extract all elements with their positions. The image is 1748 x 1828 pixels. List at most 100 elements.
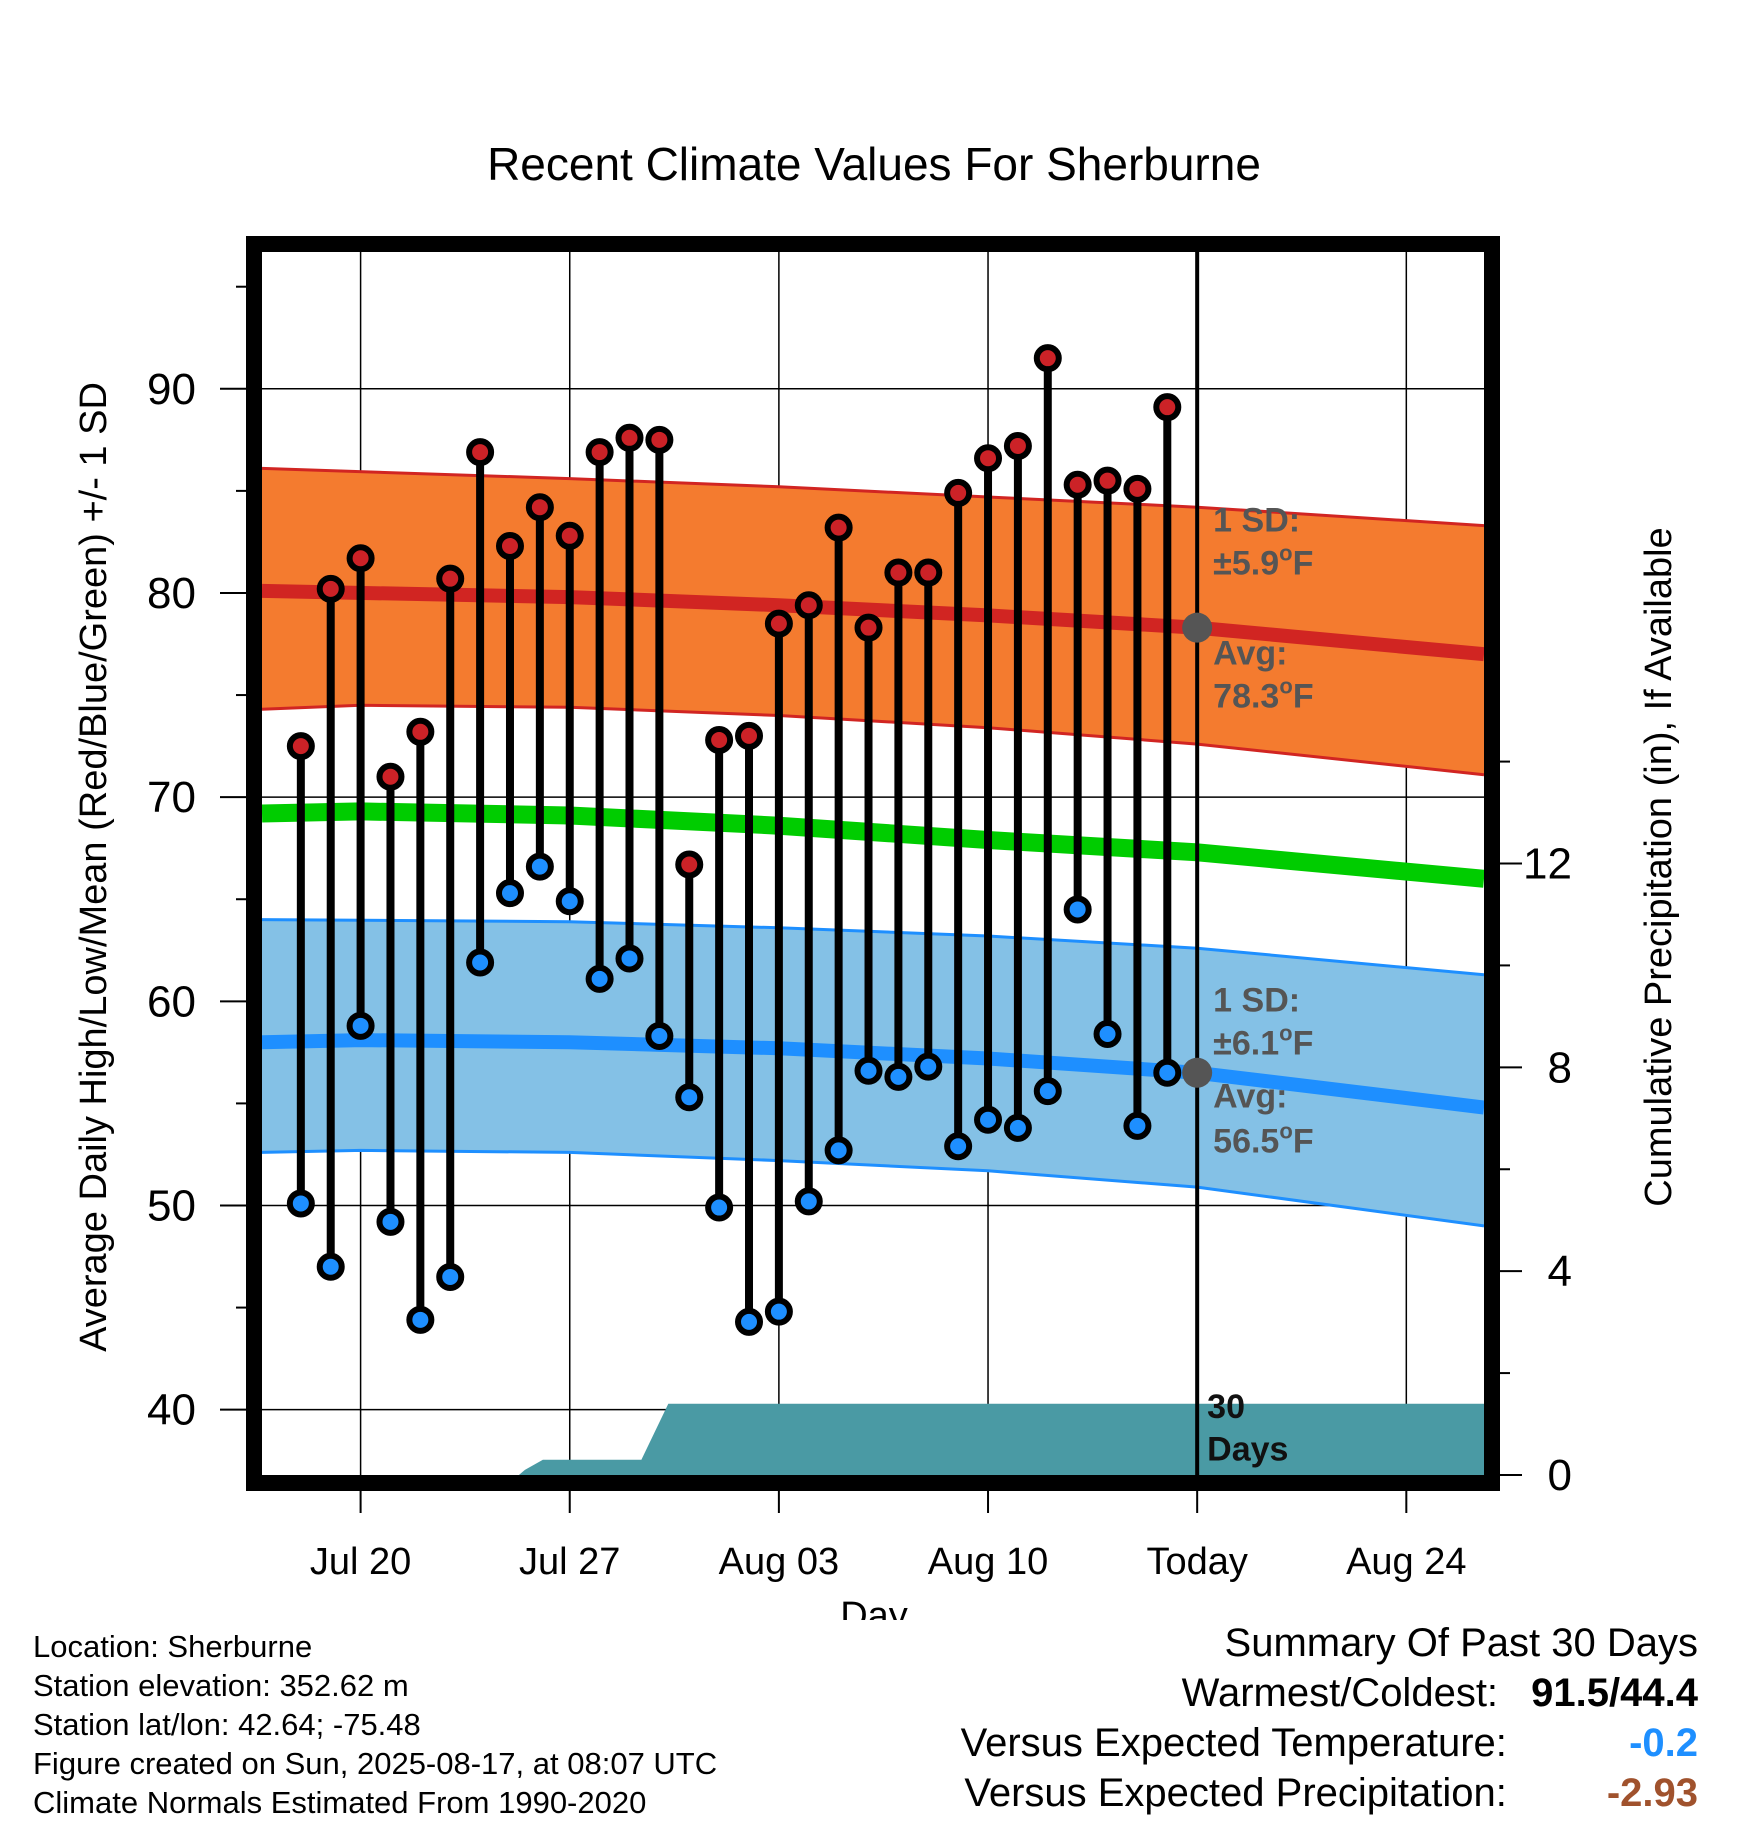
daily-high-point — [406, 717, 435, 746]
daily-high-point — [286, 732, 315, 761]
daily-low-point — [406, 1305, 435, 1334]
daily-low-point — [286, 1189, 315, 1218]
summary-title: Summary Of Past 30 Days — [1224, 1621, 1698, 1665]
summary-temperature: Versus Expected Temperature: -0.2 — [961, 1718, 1698, 1768]
y-tick-label: 80 — [147, 569, 196, 618]
x-tick-label: Aug 10 — [928, 1541, 1048, 1583]
x-axis-label: Day — [840, 1595, 908, 1620]
daily-high-point — [436, 564, 465, 593]
daily-high-point — [555, 521, 584, 550]
daily-low-point — [585, 964, 614, 993]
daily-high-point — [914, 558, 943, 587]
daily-high-point — [705, 725, 734, 754]
high-sd-value: ±5.9oF — [1213, 541, 1313, 583]
daily-low-point — [974, 1105, 1003, 1134]
y-axis-label: Average Daily High/Low/Mean (Red/Blue/Gr… — [73, 382, 115, 1352]
daily-high-point — [764, 609, 793, 638]
daily-high-point — [495, 532, 524, 561]
daily-low-point — [914, 1052, 943, 1081]
daily-high-point — [1153, 393, 1182, 422]
daily-low-point — [705, 1193, 734, 1222]
x-tick-label: Aug 24 — [1346, 1541, 1466, 1583]
daily-high-point — [1063, 470, 1092, 499]
daily-low-point — [884, 1062, 913, 1091]
high-avg-today-dot — [1182, 612, 1213, 643]
high-avg-value: 78.3oF — [1213, 673, 1313, 715]
daily-high-point — [615, 423, 644, 452]
daily-high-point — [1033, 344, 1062, 373]
daily-low-point — [346, 1011, 375, 1040]
x-tick-label: Today — [1146, 1541, 1247, 1583]
daily-high-point — [1123, 474, 1152, 503]
daily-high-point — [1003, 431, 1032, 460]
daily-low-point — [1063, 895, 1092, 924]
temp-vs-expected-value: -0.2 — [1629, 1721, 1698, 1765]
daily-low-point — [944, 1132, 973, 1161]
daily-low-point — [436, 1262, 465, 1291]
daily-high-point — [794, 591, 823, 620]
daily-low-point — [824, 1136, 853, 1165]
daily-high-point — [675, 850, 704, 879]
high-sd-upper-line — [262, 466, 1484, 528]
low-sd-value: ±6.1oF — [1213, 1020, 1313, 1062]
daily-low-point — [675, 1083, 704, 1112]
daily-low-point — [735, 1307, 764, 1336]
daily-low-point — [764, 1297, 793, 1326]
summary-precipitation: Versus Expected Precipitation: -2.93 — [961, 1768, 1698, 1818]
station-info: Location: Sherburne Station elevation: 3… — [33, 1627, 717, 1822]
days-label-text: Days — [1207, 1431, 1288, 1469]
mean-avg-line — [262, 802, 1484, 888]
daily-low-point — [615, 944, 644, 973]
daily-high-point — [346, 544, 375, 573]
daily-low-point — [316, 1252, 345, 1281]
y-tick-label: 90 — [147, 365, 196, 414]
daily-low-point — [1153, 1058, 1182, 1087]
precip-vs-expected-value: -2.93 — [1606, 1771, 1698, 1815]
high-avg-label: Avg: — [1213, 634, 1287, 672]
y-tick-label: 70 — [147, 773, 196, 822]
normals-text: Climate Normals Estimated From 1990-2020 — [33, 1785, 647, 1820]
daily-high-point — [974, 444, 1003, 473]
summary-panel: Summary Of Past 30 Days Warmest/Coldest:… — [961, 1618, 1698, 1818]
low-avg-label: Avg: — [1213, 1077, 1287, 1115]
daily-high-point — [376, 762, 405, 791]
x-tick-label: Jul 27 — [519, 1541, 620, 1583]
daily-high-point — [525, 493, 554, 522]
daily-high-point — [884, 558, 913, 587]
daily-high-point — [735, 721, 764, 750]
plot-frame — [246, 236, 1500, 1491]
climate-chart: Recent Climate Values For Sherburne 1 SD… — [73, 138, 1680, 1620]
elevation-text: Station elevation: 352.62 m — [33, 1668, 409, 1703]
x-tick-label: Jul 20 — [310, 1541, 411, 1583]
daily-high-point — [316, 574, 345, 603]
daily-high-point — [466, 438, 495, 467]
chart-title: Recent Climate Values For Sherburne — [487, 138, 1261, 190]
latlon-text: Station lat/lon: 42.64; -75.48 — [33, 1707, 421, 1742]
daily-high-point — [645, 425, 674, 454]
daily-high-point — [944, 478, 973, 507]
daily-low-point — [794, 1187, 823, 1216]
y2-tick-label: 12 — [1523, 840, 1572, 889]
location-text: Location: Sherburne — [33, 1629, 313, 1664]
y2-tick-label: 8 — [1548, 1043, 1572, 1092]
daily-low-point — [854, 1056, 883, 1085]
y-tick-label: 60 — [147, 977, 196, 1026]
low-avg-today-dot — [1182, 1057, 1213, 1088]
y2-axis-label: Cumulative Precipitation (in), If Availa… — [1638, 527, 1680, 1206]
low-sd-upper-line — [262, 918, 1484, 977]
precip-vs-expected-label: Versus Expected Precipitation: — [964, 1771, 1507, 1815]
y2-tick-label: 4 — [1548, 1247, 1572, 1296]
daily-low-point — [1033, 1077, 1062, 1106]
daily-low-point — [555, 887, 584, 916]
daily-low-point — [1003, 1113, 1032, 1142]
y-tick-label: 50 — [147, 1181, 196, 1230]
days-label-number: 30 — [1207, 1388, 1245, 1426]
precip-area — [262, 1403, 1484, 1475]
daily-low-point — [525, 852, 554, 881]
daily-low-point — [376, 1207, 405, 1236]
summary-warmest-coldest: Warmest/Coldest: 91.5/44.4 — [961, 1668, 1698, 1718]
daily-low-point — [495, 879, 524, 908]
created-text: Figure created on Sun, 2025-08-17, at 08… — [33, 1746, 718, 1781]
